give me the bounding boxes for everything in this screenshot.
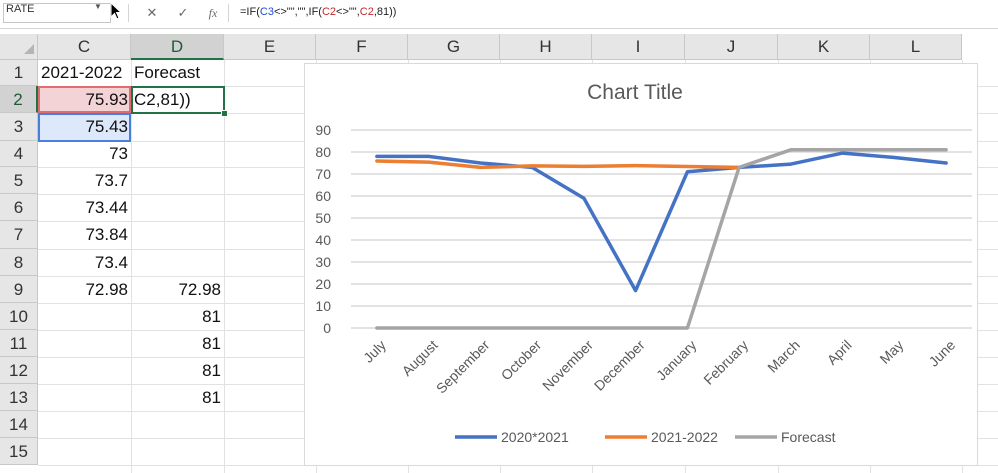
legend-label: 2021-2022: [651, 429, 718, 445]
cell-c2[interactable]: 75.93: [85, 90, 128, 109]
row-header-8[interactable]: 8: [0, 249, 38, 276]
cell-c9[interactable]: 72.98: [85, 280, 128, 299]
chart-title: Chart Title: [587, 81, 683, 104]
formula-part: C3: [259, 6, 274, 18]
reference-border-c2: [38, 86, 131, 113]
cell-d9[interactable]: 72.98: [178, 280, 221, 299]
cell-c1[interactable]: 2021-2022: [41, 63, 123, 82]
x-tick-label: February: [700, 337, 751, 388]
y-tick-label: 10: [315, 298, 331, 314]
series-line-2: [375, 148, 948, 330]
cell-c8[interactable]: 73.4: [94, 253, 128, 272]
chart-canvas: Chart Title 0 10 20 30 40 50 60 70 80 90 July August…: [315, 81, 972, 445]
column-header-j[interactable]: J: [685, 34, 778, 60]
formula-part: <>"","",IF(: [273, 6, 322, 18]
cell-d2[interactable]: C2,81)): [134, 90, 191, 109]
formula-input[interactable]: =IF(C3<>"","",IF(C2<>"",C2,81)): [240, 6, 396, 18]
formula-part: <>"",: [336, 6, 360, 18]
column-header-g[interactable]: G: [408, 34, 500, 60]
column-header-c[interactable]: C: [38, 34, 131, 60]
active-cell-d2[interactable]: [131, 86, 225, 114]
x-tick-label: March: [764, 337, 803, 376]
row-header-7[interactable]: 7: [0, 221, 38, 249]
row-header-5[interactable]: 5: [0, 167, 38, 194]
y-tick-label: 30: [315, 254, 331, 270]
column-header-i[interactable]: I: [592, 34, 685, 60]
cell-c5[interactable]: 73.7: [94, 171, 128, 190]
formula-part: =IF(: [240, 6, 260, 18]
series-line-0: [375, 151, 948, 293]
y-tick-label: 90: [315, 122, 331, 138]
column-header-l[interactable]: L: [870, 34, 962, 60]
cancel-icon[interactable]: ✕: [146, 5, 158, 20]
x-tick-label: April: [824, 337, 855, 368]
insert-function-icon[interactable]: fx: [208, 6, 218, 20]
formula-part: C2: [359, 6, 374, 18]
x-tick-label: September: [433, 337, 493, 397]
row-header-2[interactable]: 2: [0, 86, 38, 113]
cell-c7[interactable]: 73.84: [85, 225, 128, 244]
column-header-e[interactable]: E: [224, 34, 316, 60]
formula-part: ,81)): [373, 6, 397, 18]
reference-border-c3: [38, 113, 131, 142]
y-tick-label: 50: [315, 210, 331, 226]
cell-c6[interactable]: 73.44: [85, 198, 128, 217]
row-header-15[interactable]: 15: [0, 438, 38, 465]
formula-part: C2: [321, 6, 337, 18]
grid-vertical-line: [131, 60, 132, 473]
column-header-k[interactable]: K: [778, 34, 870, 60]
name-box-value[interactable]: RATE: [6, 3, 35, 15]
legend-label: 2020*2021: [501, 429, 569, 445]
cell-c2-highlight: [39, 87, 131, 113]
row-header-12[interactable]: 12: [0, 357, 38, 384]
y-tick-label: 70: [315, 166, 331, 182]
x-tick-label: May: [876, 337, 906, 367]
legend-label: Forecast: [781, 429, 836, 445]
series-line-1: [375, 159, 741, 170]
y-tick-label: 20: [315, 276, 331, 292]
row-header-10[interactable]: 10: [0, 303, 38, 330]
cell-d13[interactable]: 81: [202, 388, 221, 407]
y-tick-label: 60: [315, 188, 331, 204]
x-tick-label: November: [539, 337, 596, 394]
row-header-4[interactable]: 4: [0, 141, 38, 167]
grid-vertical-line: [224, 60, 225, 473]
column-header-h[interactable]: H: [500, 34, 592, 60]
cell-c3-highlight: [39, 114, 131, 141]
row-header-13[interactable]: 13: [0, 384, 38, 411]
row-header-1[interactable]: 1: [0, 60, 38, 86]
column-header-d[interactable]: D: [131, 34, 224, 60]
x-tick-label: August: [399, 337, 441, 379]
row-header-14[interactable]: 14: [0, 411, 38, 438]
line-chart[interactable]: Chart Title 0 10 20 30 40 50 60 70 80 90 July August…: [304, 63, 978, 466]
cell-d12[interactable]: 81: [202, 361, 221, 380]
x-tick-label: July: [360, 337, 389, 366]
cell-d11[interactable]: 81: [202, 334, 221, 353]
y-tick-label: 0: [323, 320, 331, 336]
x-tick-label: January: [653, 337, 700, 384]
enter-icon[interactable]: ✓: [177, 5, 189, 20]
formula-bar: RATE ▼ ✕ ✓ fx =IF(C3<>"","",IF(C2<>"",C2…: [0, 0, 998, 29]
x-tick-label: December: [591, 337, 648, 394]
cell-c3[interactable]: 75.43: [85, 117, 128, 136]
row-header-11[interactable]: 11: [0, 330, 38, 357]
row-header-3[interactable]: 3: [0, 113, 38, 141]
select-all-triangle-icon: [24, 44, 34, 54]
y-tick-label: 40: [315, 232, 331, 248]
fill-handle[interactable]: [221, 110, 228, 117]
name-box-dropdown-icon[interactable]: ▼: [94, 2, 102, 11]
row-header-6[interactable]: 6: [0, 194, 38, 221]
x-tick-label: June: [925, 337, 958, 370]
cell-c4[interactable]: 73: [109, 144, 128, 163]
cell-d1[interactable]: Forecast: [134, 63, 201, 82]
column-header-f[interactable]: F: [316, 34, 408, 60]
cell-d10[interactable]: 81: [202, 307, 221, 326]
mouse-pointer-icon: [110, 2, 122, 20]
x-tick-label: October: [498, 337, 545, 384]
y-tick-label: 80: [315, 144, 331, 160]
row-header-9[interactable]: 9: [0, 276, 38, 303]
